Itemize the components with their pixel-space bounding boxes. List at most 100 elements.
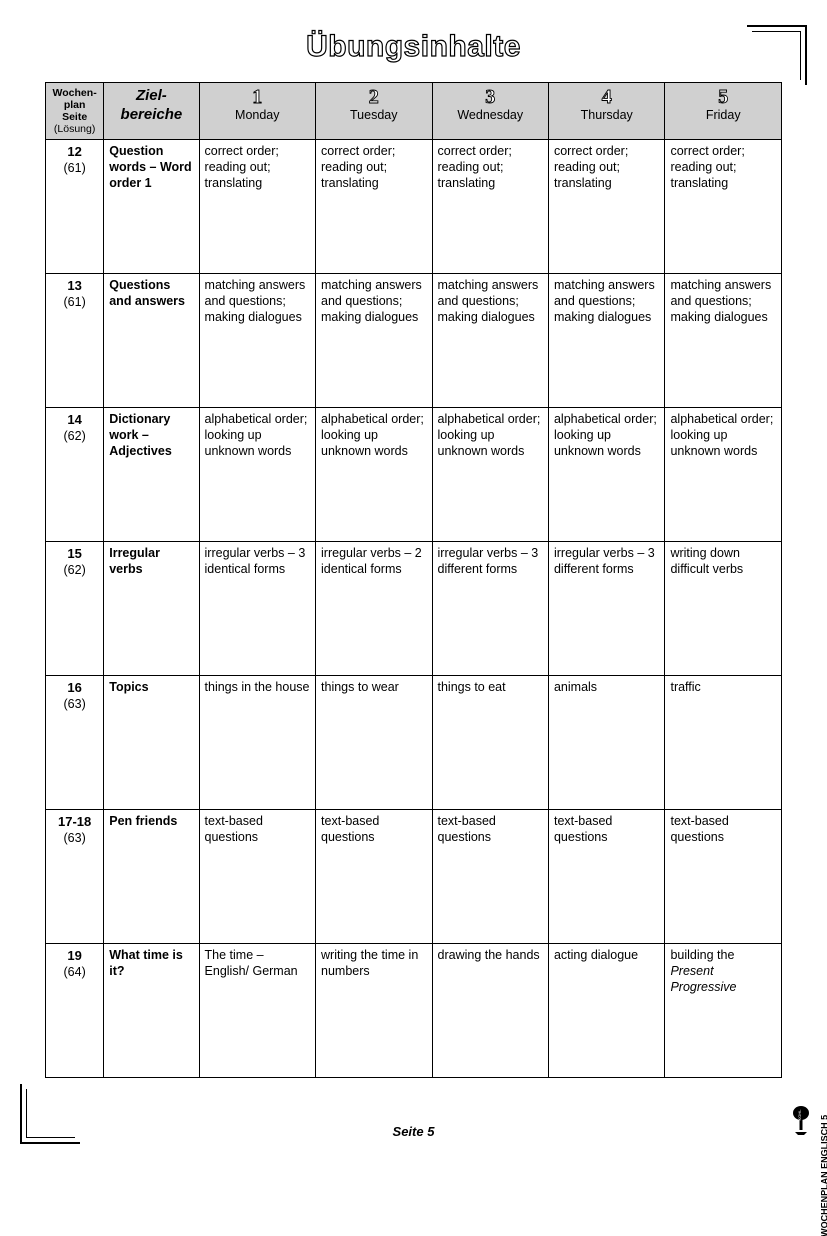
- table-row: 16(63)Topicsthings in the housethings to…: [46, 676, 782, 810]
- solution-page: (62): [51, 563, 98, 579]
- page-number: 17-18: [51, 814, 98, 830]
- day-cell: writing the time in numbers: [316, 944, 432, 1078]
- page-number: 16: [51, 680, 98, 696]
- table-row: 14(62)Dictionary work – Adjectivesalphab…: [46, 408, 782, 542]
- page-cell: 19(64): [46, 944, 104, 1078]
- page-cell: 12(61): [46, 140, 104, 274]
- day-cell: alphabetical order; looking up unknown w…: [548, 408, 664, 542]
- hdr-ziel-l1: Ziel-: [136, 87, 167, 104]
- side-line1: WOCHENPLAN ENGLISCH 5: [819, 1099, 827, 1236]
- day-cell: alphabetical order; looking up unknown w…: [316, 408, 432, 542]
- day-name-5: Friday: [706, 108, 741, 122]
- day-cell: correct order; reading out; translating: [432, 140, 548, 274]
- day-num-1: 1: [205, 87, 310, 107]
- exercise-plan-table: Wochen- plan Seite (Lösung) Ziel- bereic…: [45, 82, 782, 1078]
- side-publisher-label: WOCHENPLAN ENGLISCH 5 Ab 5. Lernjahr – B…: [819, 1099, 827, 1236]
- table-row: 19(64)What time is it?The time – English…: [46, 944, 782, 1078]
- day-cell: matching answers and questions; making d…: [199, 274, 315, 408]
- day-cell: traffic: [665, 676, 782, 810]
- hdr-page-l3: Seite: [62, 111, 87, 123]
- header-day-4: 4 Thursday: [548, 83, 664, 140]
- footer-label: Seite: [393, 1124, 424, 1139]
- day-cell: The time – English/ German: [199, 944, 315, 1078]
- page-number: 14: [51, 412, 98, 428]
- ziel-cell: Irregular verbs: [104, 542, 199, 676]
- table-row: 15(62)Irregular verbsirregular verbs – 3…: [46, 542, 782, 676]
- hdr-page-l4: (Lösung): [54, 123, 95, 135]
- day-cell: correct order; reading out; translating: [316, 140, 432, 274]
- day-cell: irregular verbs – 3 different forms: [432, 542, 548, 676]
- header-day-1: 1 Monday: [199, 83, 315, 140]
- header-day-3: 3 Wednesday: [432, 83, 548, 140]
- page-number: 15: [51, 546, 98, 562]
- day-cell: correct order; reading out; translating: [548, 140, 664, 274]
- day-cell: text-based questions: [316, 810, 432, 944]
- table-row: 17-18(63)Pen friendstext-based questions…: [46, 810, 782, 944]
- ziel-cell: Dictionary work – Adjectives: [104, 408, 199, 542]
- hdr-ziel-l2: bereiche: [121, 106, 183, 123]
- day-cell: alphabetical order; looking up unknown w…: [432, 408, 548, 542]
- day-name-4: Thursday: [581, 108, 633, 122]
- page-title: Übungsinhalte: [45, 30, 782, 64]
- day-cell: drawing the hands: [432, 944, 548, 1078]
- page-number: 12: [51, 144, 98, 160]
- day-cell: animals: [548, 676, 664, 810]
- day-cell: correct order; reading out; translating: [199, 140, 315, 274]
- page-footer: Seite 5: [0, 1124, 827, 1139]
- day-num-3: 3: [438, 87, 543, 107]
- header-page-col: Wochen- plan Seite (Lösung): [46, 83, 104, 140]
- page-number: 13: [51, 278, 98, 294]
- table-header-row: Wochen- plan Seite (Lösung) Ziel- bereic…: [46, 83, 782, 140]
- solution-page: (63): [51, 831, 98, 847]
- day-cell: correct order; reading out; translating: [665, 140, 782, 274]
- solution-page: (63): [51, 697, 98, 713]
- day-name-3: Wednesday: [457, 108, 523, 122]
- day-cell: writing down difficult verbs: [665, 542, 782, 676]
- svg-text:KOHL: KOHL: [797, 1109, 802, 1121]
- corner-decoration-top-right: [747, 25, 807, 85]
- page-cell: 14(62): [46, 408, 104, 542]
- day-cell: matching answers and questions; making d…: [432, 274, 548, 408]
- day-name-2: Tuesday: [350, 108, 397, 122]
- table-row: 13(61)Questions and answersmatching answ…: [46, 274, 782, 408]
- header-day-5: 5 Friday: [665, 83, 782, 140]
- day-cell: matching answers and questions; making d…: [316, 274, 432, 408]
- ziel-cell: Topics: [104, 676, 199, 810]
- day-num-4: 4: [554, 87, 659, 107]
- day-cell: matching answers and questions; making d…: [665, 274, 782, 408]
- day-cell: text-based questions: [199, 810, 315, 944]
- header-day-2: 2 Tuesday: [316, 83, 432, 140]
- solution-page: (64): [51, 965, 98, 981]
- day-num-2: 2: [321, 87, 426, 107]
- ziel-cell: Question words – Word order 1: [104, 140, 199, 274]
- ziel-cell: Questions and answers: [104, 274, 199, 408]
- page-cell: 17-18(63): [46, 810, 104, 944]
- day-cell: alphabetical order; looking up unknown w…: [199, 408, 315, 542]
- ziel-cell: What time is it?: [104, 944, 199, 1078]
- day-cell: matching answers and questions; making d…: [548, 274, 664, 408]
- day-cell: irregular verbs – 3 different forms: [548, 542, 664, 676]
- day-cell: acting dialogue: [548, 944, 664, 1078]
- footer-number: 5: [427, 1124, 434, 1139]
- hdr-page-l1: Wochen-: [53, 87, 97, 99]
- day-cell: irregular verbs – 2 identical forms: [316, 542, 432, 676]
- day-cell: irregular verbs – 3 identical forms: [199, 542, 315, 676]
- day-cell: text-based questions: [432, 810, 548, 944]
- page-cell: 15(62): [46, 542, 104, 676]
- day-num-5: 5: [670, 87, 776, 107]
- solution-page: (62): [51, 429, 98, 445]
- page-number: 19: [51, 948, 98, 964]
- day-cell: things to eat: [432, 676, 548, 810]
- day-cell: things in the house: [199, 676, 315, 810]
- solution-page: (61): [51, 161, 98, 177]
- day-cell: alphabetical order; looking up unknown w…: [665, 408, 782, 542]
- day-cell: text-based questions: [665, 810, 782, 944]
- hdr-page-l2: plan: [64, 99, 86, 111]
- table-row: 12(61)Question words – Word order 1corre…: [46, 140, 782, 274]
- day-cell: text-based questions: [548, 810, 664, 944]
- day-cell: building the Present Progressive: [665, 944, 782, 1078]
- day-cell: things to wear: [316, 676, 432, 810]
- ziel-cell: Pen friends: [104, 810, 199, 944]
- day-name-1: Monday: [235, 108, 279, 122]
- header-ziel-col: Ziel- bereiche: [104, 83, 199, 140]
